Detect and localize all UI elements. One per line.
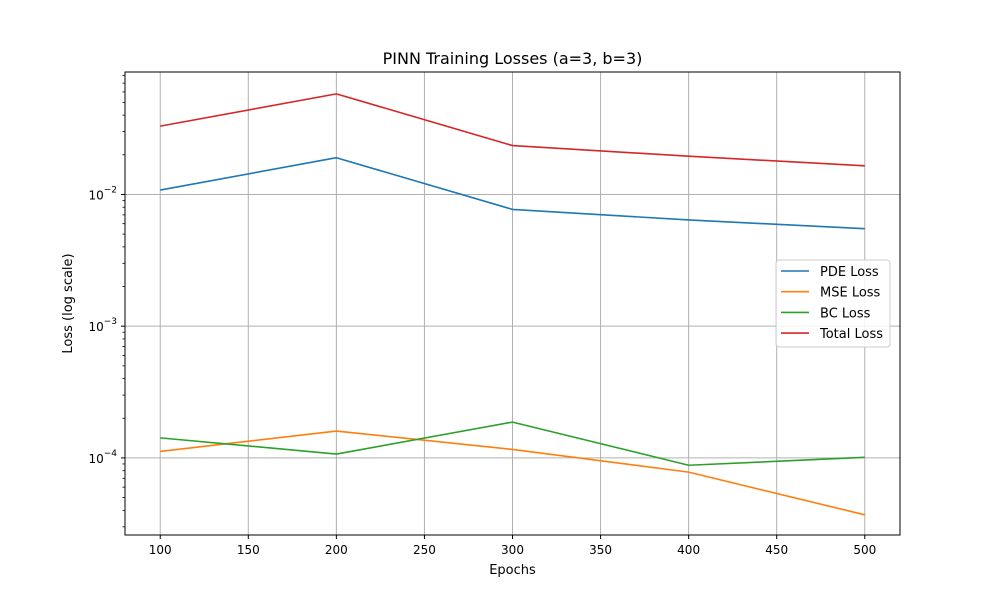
- x-tick-label: 200: [325, 543, 348, 557]
- x-tick-label: 100: [149, 543, 172, 557]
- x-axis-label: Epochs: [489, 563, 536, 578]
- x-tick-label: 350: [589, 543, 612, 557]
- y-tick-label: 10−4: [88, 449, 117, 466]
- y-tick-label: 10−2: [88, 185, 117, 202]
- series-line-pde-loss: [160, 156, 865, 230]
- series-layer: [160, 93, 865, 516]
- chart-title: PINN Training Losses (a=3, b=3): [383, 49, 643, 68]
- x-axis-ticks: 100 150 200 250 300 350 400 450 500: [149, 535, 876, 557]
- y-tick-label: 10−3: [88, 317, 117, 334]
- y-axis-ticks: 10−2 10−3 10−4: [88, 185, 125, 466]
- legend-label-pde-loss: PDE Loss: [820, 265, 879, 280]
- series-line-mse-loss: [160, 430, 865, 516]
- legend-items: PDE Loss MSE Loss BC Loss Total Loss: [781, 265, 883, 342]
- y-axis-label: Loss (log scale): [61, 253, 76, 353]
- legend: PDE Loss MSE Loss BC Loss Total Loss: [775, 259, 891, 348]
- x-tick-label: 450: [765, 543, 788, 557]
- series-line-total-loss: [160, 93, 865, 167]
- series-line-bc-loss: [160, 421, 865, 467]
- x-tick-label: 500: [853, 543, 876, 557]
- x-tick-label: 400: [677, 543, 700, 557]
- legend-label-total-loss: Total Loss: [819, 327, 883, 342]
- x-tick-label: 300: [501, 543, 524, 557]
- legend-label-mse-loss: MSE Loss: [820, 286, 881, 301]
- x-tick-label: 150: [237, 543, 260, 557]
- x-tick-label: 250: [413, 543, 436, 557]
- legend-label-bc-loss: BC Loss: [820, 306, 871, 321]
- legend-box: [775, 259, 891, 348]
